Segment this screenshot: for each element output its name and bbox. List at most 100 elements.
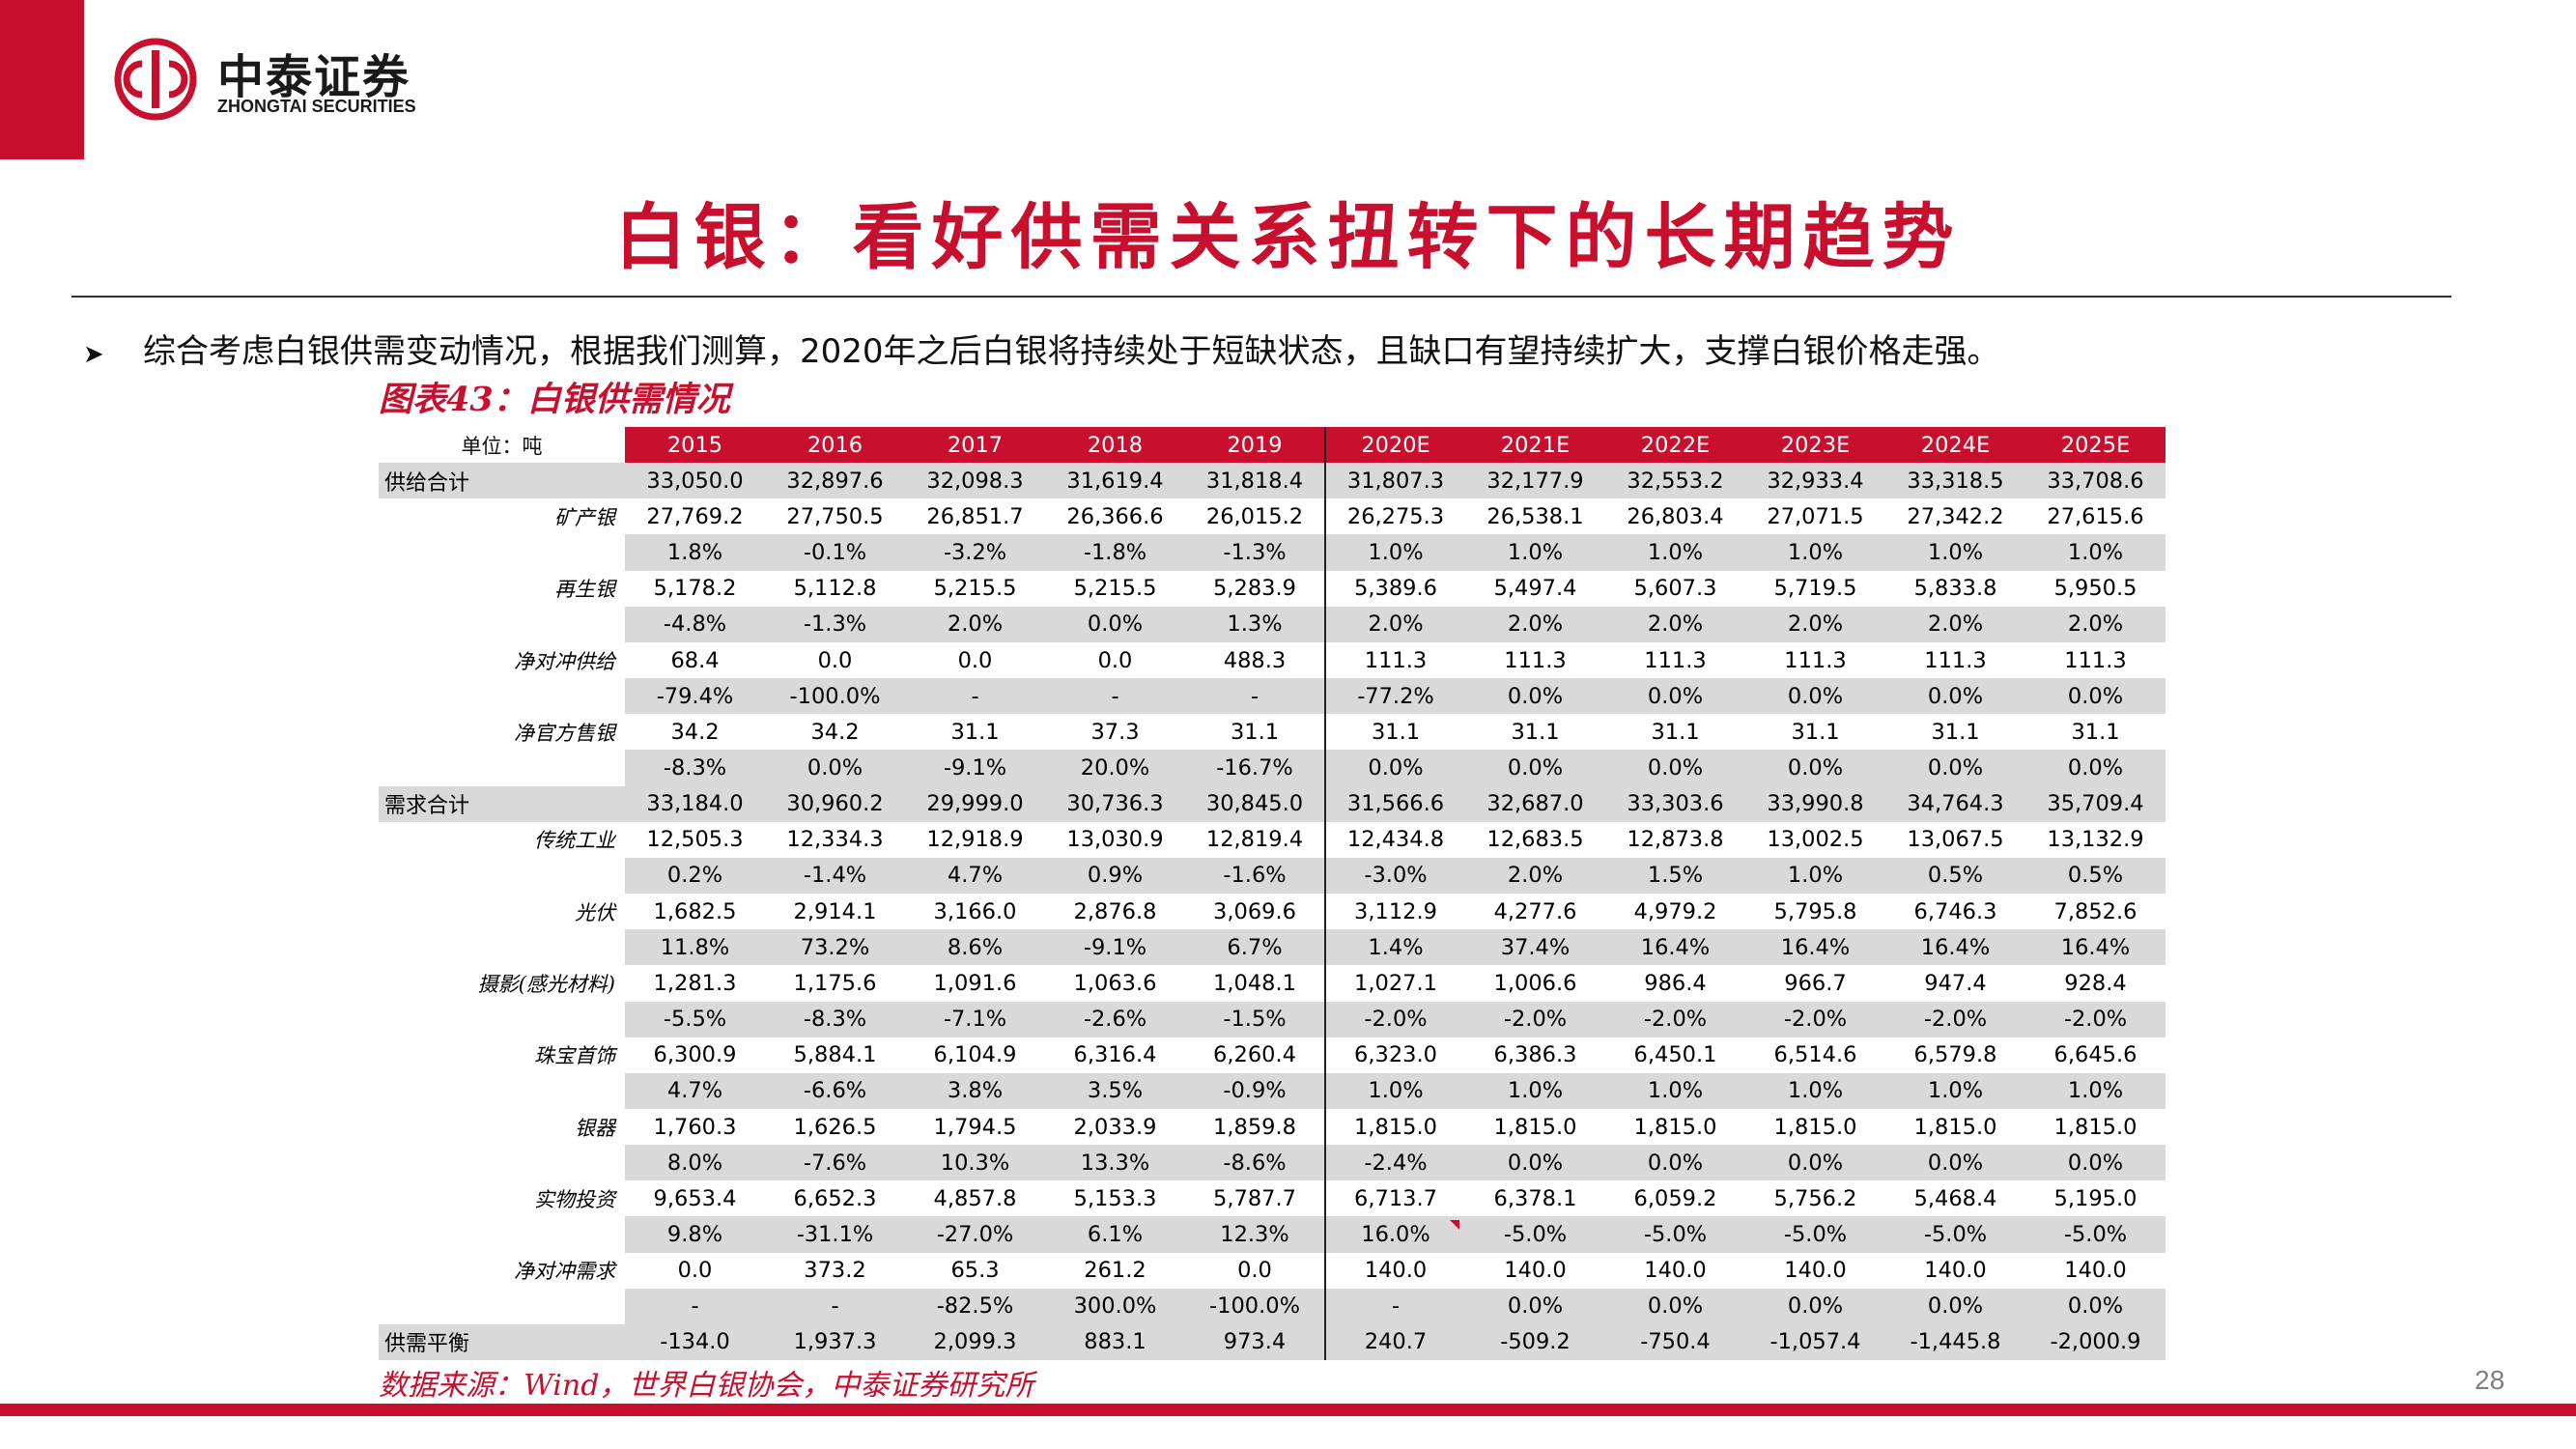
table-cell: 26,538.1 [1486, 503, 1584, 529]
table-cell: 5,950.5 [2053, 576, 2137, 602]
table-cell: -750.4 [1605, 1323, 1745, 1361]
table-cell: 32,933.4 [1745, 463, 1885, 499]
figure-caption: 图表43：白银供需情况 [379, 380, 730, 419]
table-cell: 3,112.9 [1324, 894, 1465, 930]
table-cell: 65.3 [950, 1258, 1000, 1284]
supply-demand-table: 单位：吨 2015 2016 2017 2018 2019 2020E 2021E 2022E… [379, 427, 2166, 1361]
table-cell: - [625, 1288, 765, 1324]
table-cell: 8.0% [625, 1145, 765, 1181]
table-cell: 6,514.6 [1773, 1042, 1857, 1068]
table-cell: 140.0 [1324, 1252, 1465, 1289]
table-cell: 2,914.1 [793, 898, 877, 924]
table-cell: 3.5% [1045, 1072, 1185, 1109]
table-row: 摄影(感光材料) 1,281.3 1,175.6 1,091.6 1,063.6 1,04… [379, 965, 2166, 1002]
table-cell: -79.4% [625, 678, 765, 715]
table-cell: 13,067.5 [1907, 827, 2004, 853]
table-cell: 240.7 [1324, 1323, 1465, 1361]
table-cell: 1.0% [1745, 1072, 1885, 1109]
brand-name-cn: 中泰证券 [217, 50, 411, 104]
row-label [379, 678, 625, 715]
table-cell: 37.3 [1090, 719, 1140, 745]
table-cell: 1.0% [2025, 534, 2166, 571]
table-cell: 1.0% [1605, 1072, 1745, 1109]
table-cell: 140.0 [1784, 1258, 1847, 1284]
table-cell: 3.8% [905, 1072, 1045, 1109]
row-label: 珠宝首饰 [534, 1044, 615, 1068]
table-cell: 12,873.8 [1627, 827, 1724, 853]
table-cell: 5,833.8 [1913, 576, 1997, 602]
table-cell: 5,884.1 [793, 1042, 877, 1068]
table-cell: 12,334.3 [786, 827, 884, 853]
table-cell: 1.0% [1324, 1072, 1465, 1109]
table-cell: 111.3 [2064, 647, 2127, 673]
table-cell: 31.1 [1651, 719, 1700, 745]
table-cell: 1,091.6 [933, 970, 1017, 996]
table-cell: 20.0% [1045, 750, 1185, 786]
column-header: 2024E [1885, 427, 2025, 464]
table-cell: 0.0% [2025, 1145, 2166, 1181]
table-cell: 73.2% [765, 929, 905, 966]
table-cell: 31.1 [1511, 719, 1560, 745]
table-cell: 12,918.9 [926, 827, 1024, 853]
table-row: 1.8% -0.1% -3.2% -1.8% -1.3% 1.0% 1.0% 1.0% 1.0%… [379, 534, 2166, 571]
table-cell: 33,050.0 [625, 463, 765, 499]
table-cell: 1.0% [1745, 534, 1885, 571]
table-cell: -82.5% [905, 1288, 1045, 1324]
table-cell: -0.9% [1185, 1072, 1325, 1109]
table-cell: 13,002.5 [1767, 827, 1864, 853]
table-cell: 0.0% [1745, 1288, 1885, 1324]
table-cell: 0.0 [817, 647, 853, 673]
table-cell: 1,760.3 [653, 1114, 737, 1140]
table-cell: 6,652.3 [793, 1185, 877, 1211]
table-row: 净对冲需求 0.0 373.2 65.3 261.2 0.0 140.0 140.0 140.0… [379, 1252, 2166, 1289]
table-cell: -31.1% [765, 1216, 905, 1253]
table-cell: -8.6% [1185, 1145, 1325, 1181]
table-cell: 27,071.5 [1767, 503, 1864, 529]
table-cell: 33,303.6 [1605, 785, 1745, 822]
table-cell: 32,098.3 [905, 463, 1045, 499]
table-cell: 1.0% [1885, 534, 2025, 571]
table-row: 传统工业 12,505.3 12,334.3 12,918.9 13,030.9 12,8… [379, 821, 2166, 858]
table-cell: 2,033.9 [1073, 1114, 1157, 1140]
table-cell: -2.0% [1324, 1001, 1465, 1037]
table-cell: 30,845.0 [1185, 785, 1325, 822]
header-accent-bar [0, 0, 84, 159]
table-cell: 111.3 [1924, 647, 1987, 673]
table-cell: 4.7% [905, 857, 1045, 895]
table-cell: 12.3% [1185, 1216, 1325, 1253]
table-cell: 1,281.3 [653, 970, 737, 996]
table-cell: -5.0% [1885, 1216, 2025, 1253]
table-cell: 26,015.2 [1205, 503, 1304, 529]
table-cell: 0.0% [1605, 678, 1745, 715]
table-cell: 3,069.6 [1213, 898, 1296, 924]
table-cell: 986.4 [1644, 970, 1707, 996]
table-cell: - [1185, 678, 1325, 715]
row-label: 需求合计 [379, 785, 625, 822]
table-cell: 5,178.2 [653, 576, 737, 602]
row-label [379, 1145, 625, 1181]
table-cell: -2.0% [1885, 1001, 2025, 1037]
table-cell: 0.0% [1885, 750, 2025, 786]
table-cell: -1.3% [1185, 534, 1325, 571]
arrow-bullet-icon: ➤ [83, 340, 104, 369]
table-cell: 5,195.0 [2053, 1185, 2137, 1211]
table-cell: 947.4 [1924, 970, 1987, 996]
table-cell: 2,876.8 [1073, 898, 1157, 924]
table-cell: 12,683.5 [1486, 827, 1584, 853]
table-cell: 0.0 [677, 1258, 713, 1284]
table-row: 8.0% -7.6% 10.3% 13.3% -8.6% -2.4% 0.0% 0.0% 0.0… [379, 1145, 2166, 1181]
row-label: 再生银 [554, 578, 615, 602]
table-cell: 1,815.0 [1773, 1114, 1857, 1140]
table-cell: 10.3% [905, 1145, 1045, 1181]
table-cell: 0.0% [1465, 1288, 1605, 1324]
table-cell: -509.2 [1465, 1323, 1605, 1361]
title-divider [71, 296, 2451, 298]
table-cell: 4,857.8 [933, 1185, 1017, 1211]
table-cell: 12,434.8 [1324, 821, 1465, 858]
table-cell: 1,815.0 [1633, 1114, 1717, 1140]
table-cell: 33,318.5 [1885, 463, 2025, 499]
table-cell: 488.3 [1223, 647, 1287, 673]
table-cell: -4.8% [625, 606, 765, 642]
table-cell: 26,275.3 [1324, 498, 1465, 535]
table-row: 供给合计 33,050.0 32,897.6 32,098.3 31,619.4 31,8… [379, 463, 2166, 499]
